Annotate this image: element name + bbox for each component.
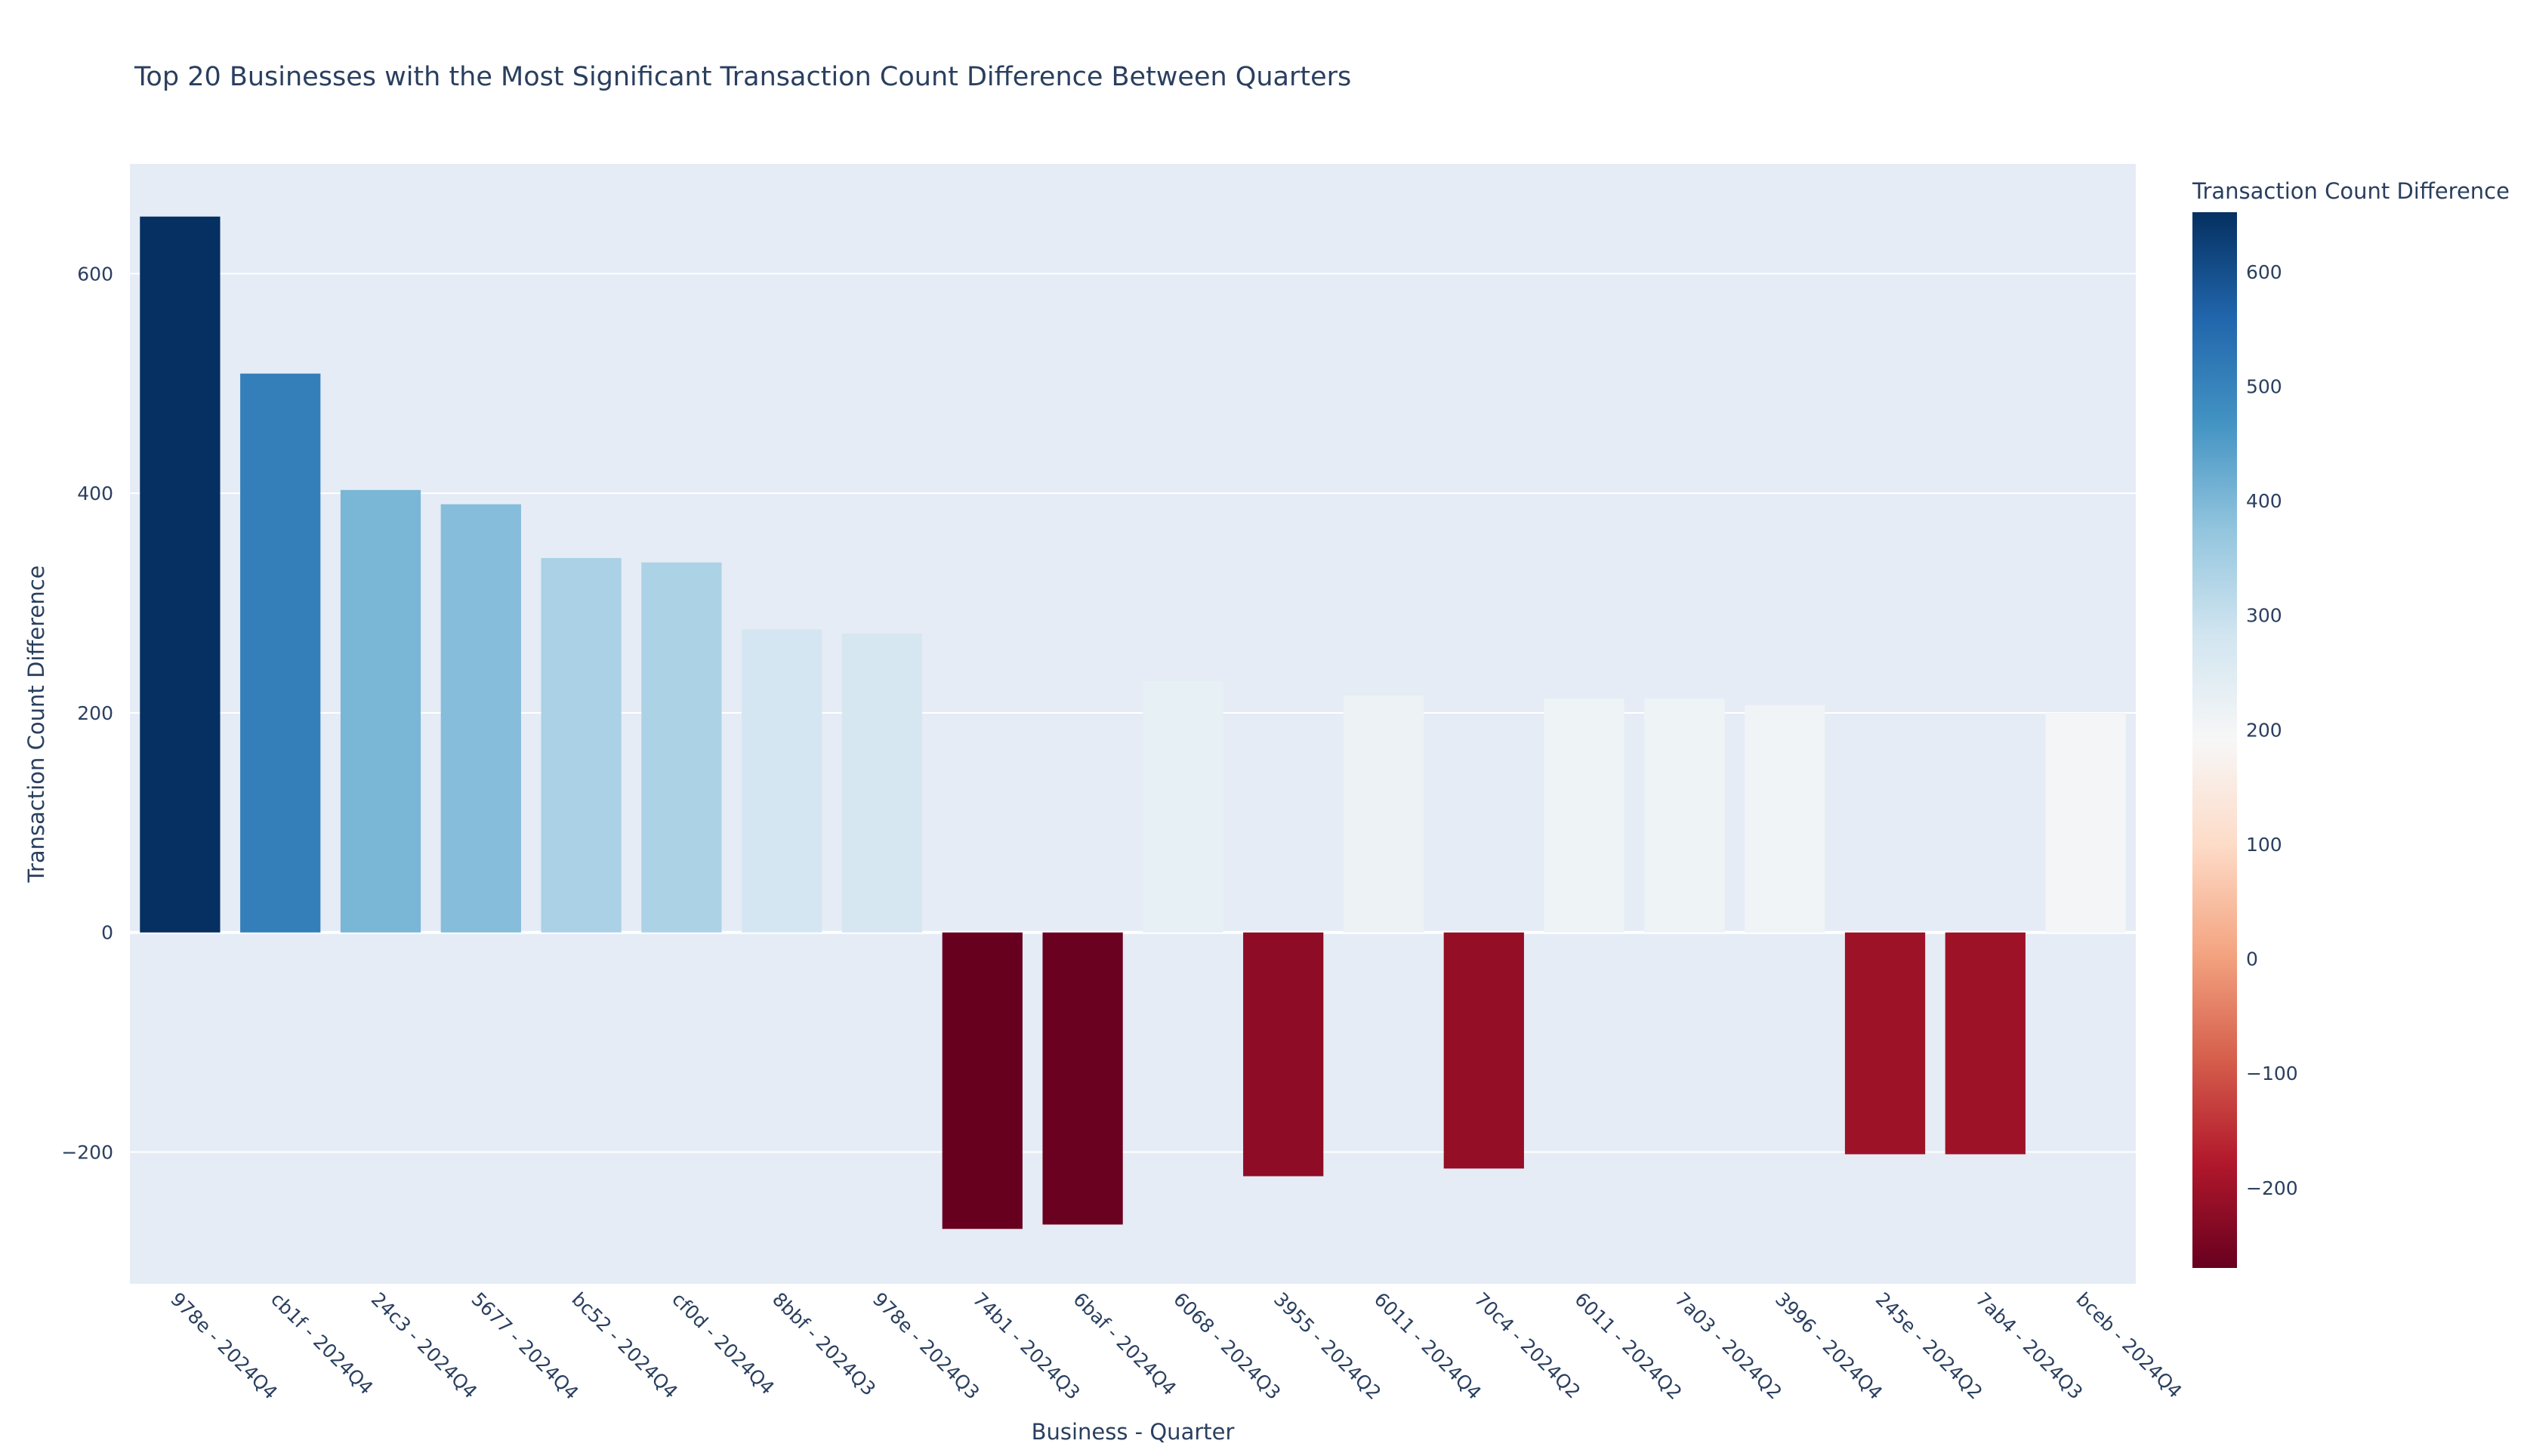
colorbar-tick-label: 200 bbox=[2246, 719, 2282, 741]
y-tick-label: 200 bbox=[77, 702, 113, 724]
bar bbox=[1243, 932, 1324, 1177]
y-axis-title: Transaction Count Difference bbox=[23, 566, 49, 884]
bar bbox=[742, 629, 822, 933]
bar bbox=[440, 504, 521, 933]
bar bbox=[942, 932, 1023, 1229]
y-axis-ticks: 600 400 200 0 −200 bbox=[61, 263, 113, 1163]
colorbar-tick-label: 100 bbox=[2246, 834, 2282, 856]
x-axis-title: Business - Quarter bbox=[1032, 1419, 1235, 1445]
bar bbox=[1443, 932, 1524, 1169]
plot-area bbox=[130, 164, 2136, 1284]
bar bbox=[841, 634, 923, 933]
colorbar-tick-label: 500 bbox=[2246, 375, 2282, 397]
colorbar-title: Transaction Count Difference bbox=[2192, 178, 2510, 204]
bar bbox=[1644, 699, 1725, 933]
colorbar-tick-label: 600 bbox=[2246, 261, 2282, 283]
bar bbox=[1844, 932, 1926, 1155]
bar bbox=[340, 489, 421, 933]
bar bbox=[240, 373, 321, 933]
bars bbox=[140, 216, 2126, 1229]
bar bbox=[1544, 699, 1625, 933]
colorbar-ticks: 600 500 400 300 200 100 0 −100 −200 bbox=[2246, 261, 2298, 1199]
bar bbox=[1945, 932, 2026, 1155]
bar bbox=[1143, 680, 1223, 933]
bar bbox=[541, 557, 622, 933]
colorbar-tick-label: 0 bbox=[2246, 949, 2258, 970]
colorbar-tick-label: 400 bbox=[2246, 490, 2282, 512]
chart-title: Top 20 Businesses with the Most Signific… bbox=[134, 62, 1351, 92]
bar bbox=[1745, 705, 1825, 933]
y-tick-label: −200 bbox=[61, 1142, 113, 1164]
bar bbox=[140, 216, 221, 933]
y-tick-label: 400 bbox=[77, 483, 113, 504]
colorbar-tick-label: −200 bbox=[2246, 1177, 2298, 1199]
colorbar-gradient bbox=[2192, 212, 2237, 1268]
bar bbox=[1042, 932, 1123, 1225]
bar bbox=[2045, 712, 2126, 933]
bar bbox=[641, 562, 722, 933]
colorbar-tick-label: −100 bbox=[2246, 1063, 2298, 1084]
colorbar: Transaction Count Difference 600 500 400 30… bbox=[2192, 178, 2510, 1268]
y-tick-label: 600 bbox=[77, 263, 113, 285]
y-tick-label: 0 bbox=[101, 922, 113, 944]
bar bbox=[1343, 695, 1424, 933]
colorbar-tick-label: 300 bbox=[2246, 605, 2282, 627]
